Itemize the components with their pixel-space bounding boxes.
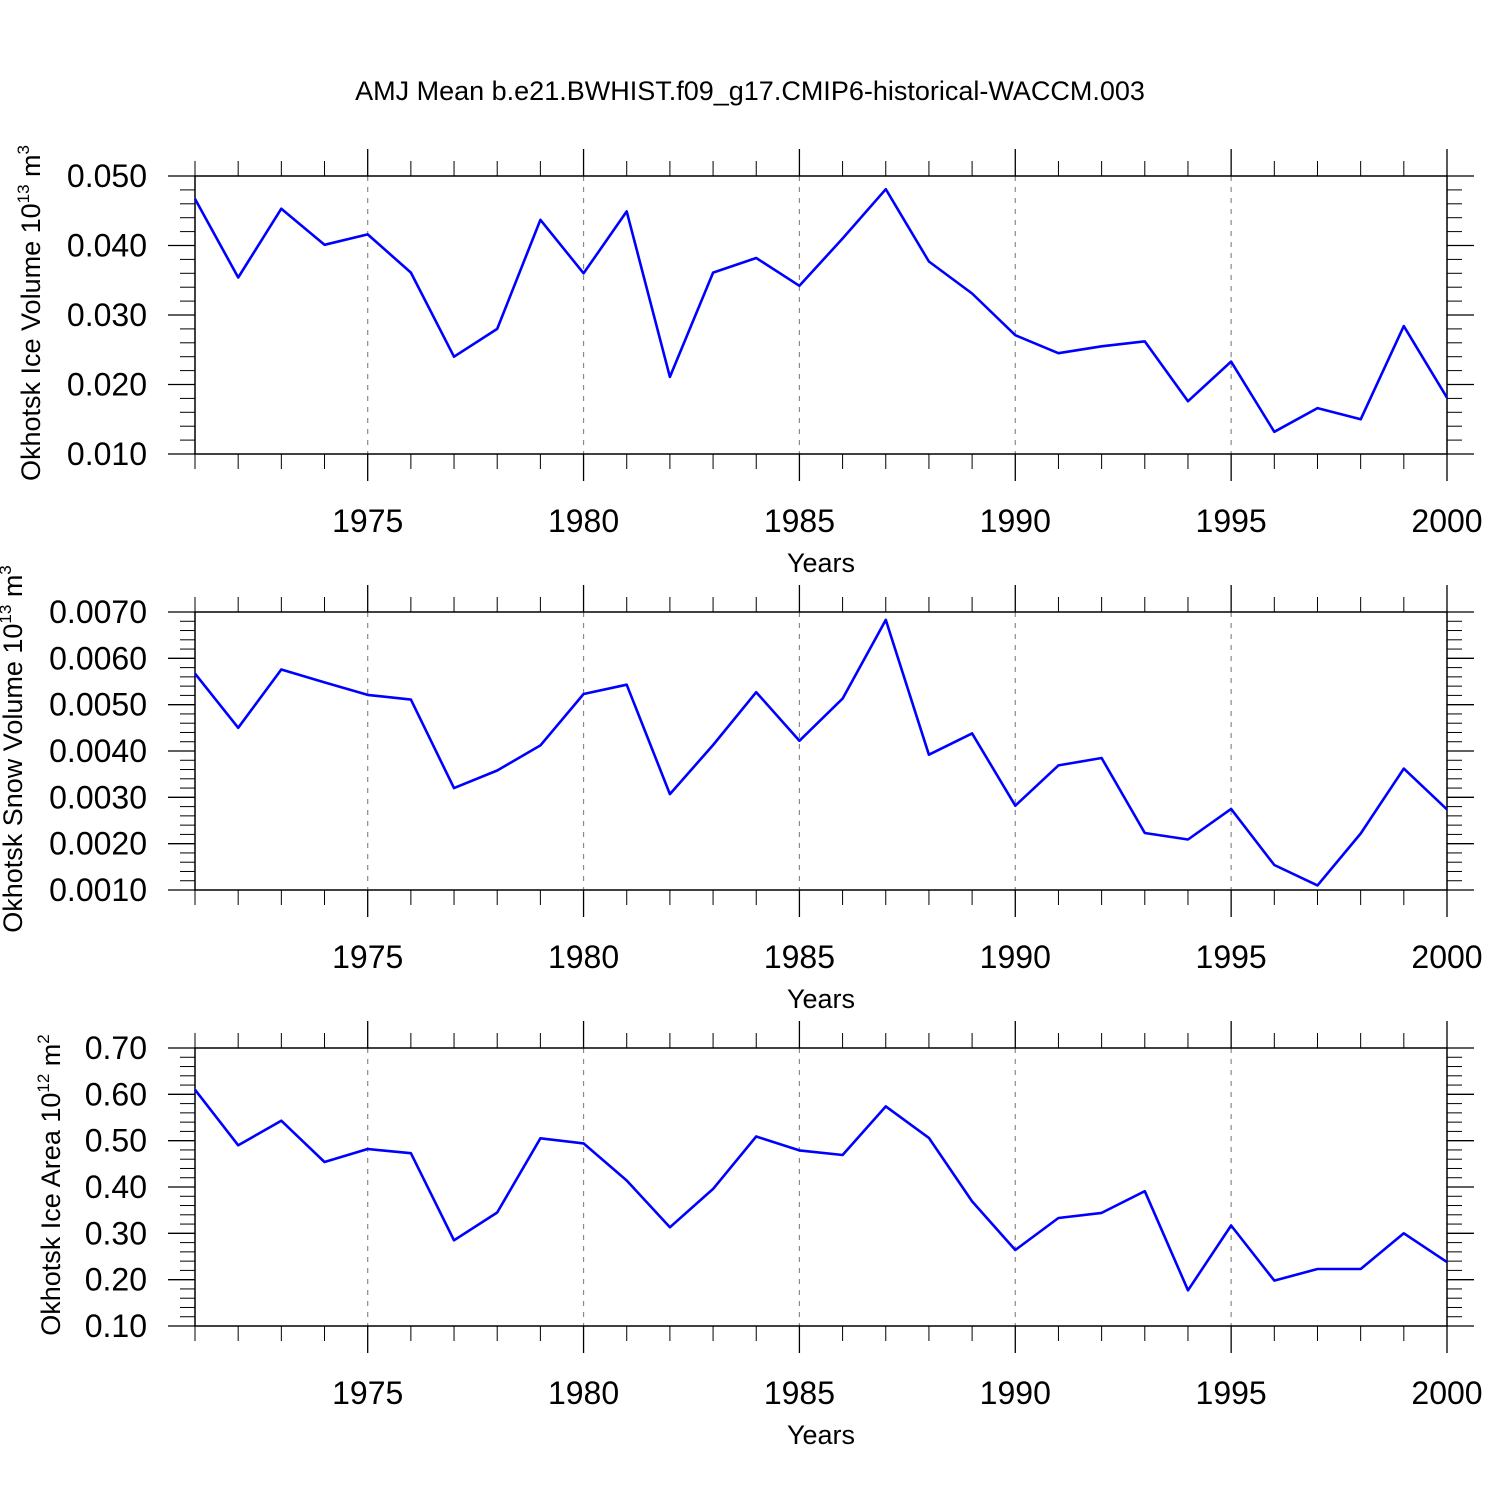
x-tick-label: 1985 xyxy=(764,1375,835,1411)
y-tick-label: 0.40 xyxy=(85,1169,147,1205)
y-tick-label: 0.0030 xyxy=(49,779,147,815)
y-tick-label: 0.020 xyxy=(67,367,147,403)
x-tick-label: 1980 xyxy=(548,503,619,539)
panel-2: 1975 1980 1985 1990 1995 2000 0.0010 0.0020 0.00… xyxy=(0,565,1483,1014)
plot-frame xyxy=(194,1047,1448,1327)
y-tick-label: 0.50 xyxy=(85,1123,147,1159)
y-tick-label: 0.10 xyxy=(85,1308,147,1344)
x-tick-label: 1975 xyxy=(332,503,403,539)
y-axis-label: Okhotsk Ice Area 1012 m2 xyxy=(34,1034,66,1336)
panel-3: 1975 1980 1985 1990 1995 2000 0.10 0.20 0.30 0.40… xyxy=(34,1021,1483,1450)
x-tick-label: 1990 xyxy=(980,939,1051,975)
panels: 1975 1980 1985 1990 1995 2000 0.010 0.020 0.030 0… xyxy=(0,145,1483,1450)
x-tick-label: 2000 xyxy=(1411,939,1482,975)
x-tick-label: 1980 xyxy=(548,1375,619,1411)
y-tick-label: 0.30 xyxy=(85,1215,147,1251)
y-tick-label: 0.0070 xyxy=(49,594,147,630)
y-tick-label: 0.60 xyxy=(85,1076,147,1112)
figure-title: AMJ Mean b.e21.BWHIST.f09_g17.CMIP6-hist… xyxy=(355,76,1145,106)
y-tick-label: 0.0010 xyxy=(49,872,147,908)
x-tick-label: 1985 xyxy=(764,939,835,975)
y-tick-label: 0.70 xyxy=(85,1030,147,1066)
x-tick-label: 1995 xyxy=(1196,503,1267,539)
y-tick-label: 0.0050 xyxy=(49,687,147,723)
y-tick-label: 0.20 xyxy=(85,1262,147,1298)
y-tick-label: 0.010 xyxy=(67,436,147,472)
series-line xyxy=(193,187,1449,434)
x-axis-label: Years xyxy=(787,548,855,578)
y-tick-label: 0.0060 xyxy=(49,640,147,676)
x-tick-label: 1975 xyxy=(332,1375,403,1411)
plot-frame xyxy=(194,611,1448,891)
y-tick-label: 0.040 xyxy=(67,228,147,264)
y-tick-label: 0.0020 xyxy=(49,826,147,862)
x-tick-label: 1975 xyxy=(332,939,403,975)
x-tick-label: 1995 xyxy=(1196,939,1267,975)
y-axis-label: Okhotsk Ice Volume 1013 m3 xyxy=(14,145,46,481)
series-line xyxy=(193,618,1448,887)
y-tick-label: 0.0040 xyxy=(49,733,147,769)
x-axis-label: Years xyxy=(787,1420,855,1450)
plot-frame xyxy=(194,175,1448,455)
y-axis-label: Okhotsk Snow Volume 1013 m3 xyxy=(0,565,28,933)
x-tick-label: 1980 xyxy=(548,939,619,975)
x-axis-label: Years xyxy=(787,984,855,1014)
x-tick-label: 2000 xyxy=(1411,503,1482,539)
x-tick-label: 1990 xyxy=(980,1375,1051,1411)
x-tick-label: 1990 xyxy=(980,503,1051,539)
series-line xyxy=(193,1088,1448,1292)
x-tick-label: 2000 xyxy=(1411,1375,1482,1411)
x-tick-label: 1985 xyxy=(764,503,835,539)
x-tick-label: 1995 xyxy=(1196,1375,1267,1411)
panel-1: 1975 1980 1985 1990 1995 2000 0.010 0.020 0.030 0… xyxy=(14,145,1483,578)
y-tick-label: 0.050 xyxy=(67,158,147,194)
y-tick-label: 0.030 xyxy=(67,297,147,333)
